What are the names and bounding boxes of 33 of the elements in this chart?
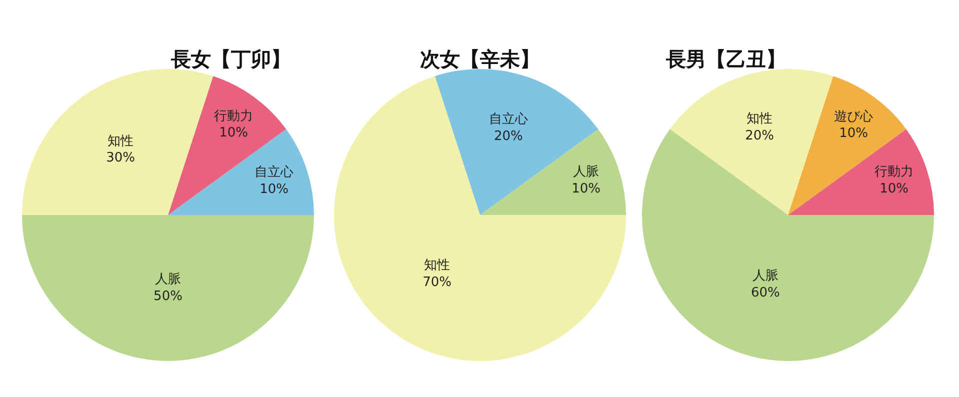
data-label: 10% xyxy=(572,181,601,196)
slice-label: 人脈 xyxy=(752,268,778,284)
data-label: 10% xyxy=(839,126,868,142)
slice-label: 行動力 xyxy=(214,108,254,124)
pie-slice xyxy=(480,129,626,215)
data-label: 10% xyxy=(219,126,248,141)
chart-title: 長男【乙丑】 xyxy=(665,47,786,71)
pie-slice xyxy=(434,69,598,215)
data-label: 20% xyxy=(494,129,523,144)
pie-slice xyxy=(334,76,626,361)
slice-label: 人脈 xyxy=(155,272,181,288)
data-label: 70% xyxy=(422,275,452,290)
slice-label: 知性 xyxy=(424,258,450,274)
slice-label: 行動力 xyxy=(874,164,914,180)
slice-label: 自立心 xyxy=(254,164,294,180)
data-label: 50% xyxy=(154,288,182,304)
pie-slice xyxy=(642,129,934,361)
data-label: 10% xyxy=(880,181,909,196)
chart-title: 次女【辛未】 xyxy=(420,47,540,71)
slice-label: 知性 xyxy=(108,134,134,149)
chart-title: 長女【丁卯】 xyxy=(170,47,291,71)
pie-slice xyxy=(788,129,934,215)
data-label: 60% xyxy=(750,285,780,300)
slice-label: 知性 xyxy=(746,112,773,127)
pie-slice xyxy=(22,215,314,361)
data-label: 20% xyxy=(745,128,774,144)
slice-label: 人脈 xyxy=(573,164,600,180)
data-label: 30% xyxy=(106,150,136,166)
slice-label: 遊び心 xyxy=(834,108,874,124)
pie-slice xyxy=(22,69,214,215)
slice-label: 自立心 xyxy=(488,111,528,128)
pie-slice xyxy=(670,69,834,215)
data-label: 10% xyxy=(260,182,289,197)
